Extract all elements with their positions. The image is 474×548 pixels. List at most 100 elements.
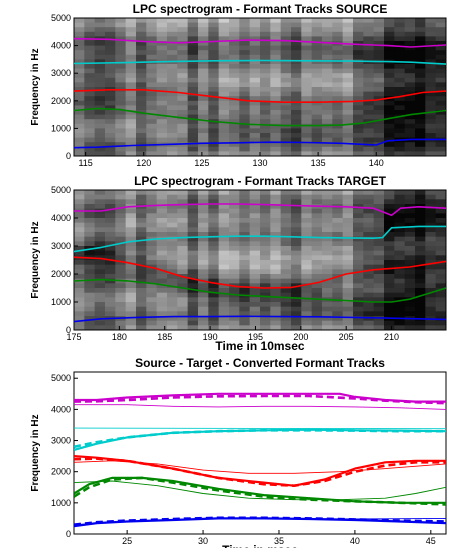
spectrogram-cell [74, 105, 85, 111]
spectrogram-cell [322, 31, 333, 37]
spectrogram-cell [177, 100, 189, 106]
spectrogram-cell [105, 306, 116, 312]
axes-frame [73, 371, 447, 535]
spectrogram-cell [311, 50, 323, 56]
spectrogram-cell [291, 54, 302, 60]
spectrogram-cell [322, 288, 333, 294]
spectrogram-cell [404, 64, 416, 70]
spectrogram-cell [177, 241, 189, 247]
spectrogram-cell [177, 91, 189, 97]
spectrogram-cell [301, 269, 313, 275]
spectrogram-cell [384, 27, 395, 33]
spectrogram-cell [187, 105, 199, 111]
spectrogram-cell [270, 264, 282, 270]
spectrogram-cell [115, 31, 127, 37]
spectrogram-cell [94, 246, 106, 252]
spectrogram-cell [311, 114, 323, 120]
spectrogram-cell [156, 316, 168, 322]
spectrogram-cell [384, 82, 395, 88]
spectrogram-cell [156, 218, 168, 224]
spectrogram-cell [115, 27, 127, 33]
spectrogram-cell [218, 204, 230, 210]
spectrogram-cell [84, 110, 96, 116]
spectrogram-cell [373, 264, 385, 270]
spectrogram-cell [384, 204, 395, 210]
spectrogram-cell [146, 82, 158, 88]
spectrogram-cell [435, 41, 446, 47]
spectrogram-cell [239, 260, 251, 266]
spectrogram-cell [260, 45, 271, 51]
spectrogram-cell [270, 45, 282, 51]
spectrogram-cell [208, 204, 220, 210]
spectrogram-cell [322, 227, 333, 233]
spectrogram-cell [373, 18, 385, 24]
spectrogram-cell [311, 119, 323, 125]
spectrogram-cell [404, 199, 416, 205]
spectrogram-cell [239, 123, 251, 129]
spectrogram-cell [342, 36, 354, 42]
spectrogram-cell [373, 146, 385, 152]
spectrogram-cell [105, 302, 116, 308]
spectrogram-cell [301, 22, 313, 28]
spectrogram-cell [404, 54, 416, 60]
spectrogram-cell [115, 306, 127, 312]
spectrogram-cell [291, 306, 302, 312]
spectrogram-cell [260, 208, 271, 214]
spectrogram-cell [415, 27, 426, 33]
spectrogram-cell [322, 18, 333, 24]
x-tick-label: 205 [339, 332, 354, 342]
spectrogram-cell [94, 297, 106, 303]
spectrogram-cell [322, 64, 333, 70]
spectrogram-cell [311, 325, 323, 330]
spectrogram-cell [94, 190, 106, 196]
spectrogram-cell [270, 190, 282, 196]
spectrogram-cell [187, 208, 199, 214]
spectrogram-cell [218, 87, 230, 93]
spectrogram-cell [115, 114, 127, 120]
spectrogram-cell [373, 232, 385, 238]
spectrogram-cell [291, 227, 302, 233]
spectrogram-cell [270, 41, 282, 47]
spectrogram-cell [373, 246, 385, 252]
spectrogram-cell [311, 68, 323, 74]
spectrogram-cell [415, 311, 426, 317]
spectrogram-cell [384, 274, 395, 280]
spectrogram-cell [239, 283, 251, 289]
spectrogram-cell [342, 222, 354, 228]
spectrogram-cell [332, 77, 344, 83]
spectrogram-cell [105, 114, 116, 120]
spectrogram-cell [332, 87, 344, 93]
spectrogram-cell [363, 45, 375, 51]
spectrogram-cell [363, 18, 375, 24]
spectrogram-cell [177, 246, 189, 252]
spectrogram-cell [115, 137, 127, 143]
spectrogram-cell [94, 114, 106, 120]
spectrogram-cell [301, 246, 313, 252]
spectrogram-cell [125, 151, 137, 156]
spectrogram-cell [136, 22, 147, 28]
spectrogram-cell [373, 128, 385, 134]
spectrogram-cell [115, 133, 127, 139]
spectrogram-cell [332, 302, 344, 308]
spectrogram-cell [280, 302, 292, 308]
spectrogram-cell [146, 68, 158, 74]
spectrogram-cell [342, 236, 354, 242]
spectrogram-cell [208, 227, 220, 233]
spectrogram-cell [373, 100, 385, 106]
spectrogram-cell [301, 45, 313, 51]
spectrogram-cell [415, 105, 426, 111]
spectrogram-cell [363, 236, 375, 242]
spectrogram-cell [218, 64, 230, 70]
spectrogram-cell [332, 82, 344, 88]
spectrogram-cell [353, 208, 364, 214]
spectrogram-cell [260, 283, 271, 289]
spectrogram-cell [260, 50, 271, 56]
spectrogram-cell [311, 123, 323, 129]
spectrogram-cell [239, 320, 251, 326]
y-tick-label: 4000 [51, 404, 71, 414]
spectrogram-cell [311, 64, 323, 70]
spectrogram-cell [84, 137, 96, 143]
spectrogram-cell [260, 222, 271, 228]
spectrogram-cell [74, 119, 85, 125]
spectrogram-cell [74, 232, 85, 238]
